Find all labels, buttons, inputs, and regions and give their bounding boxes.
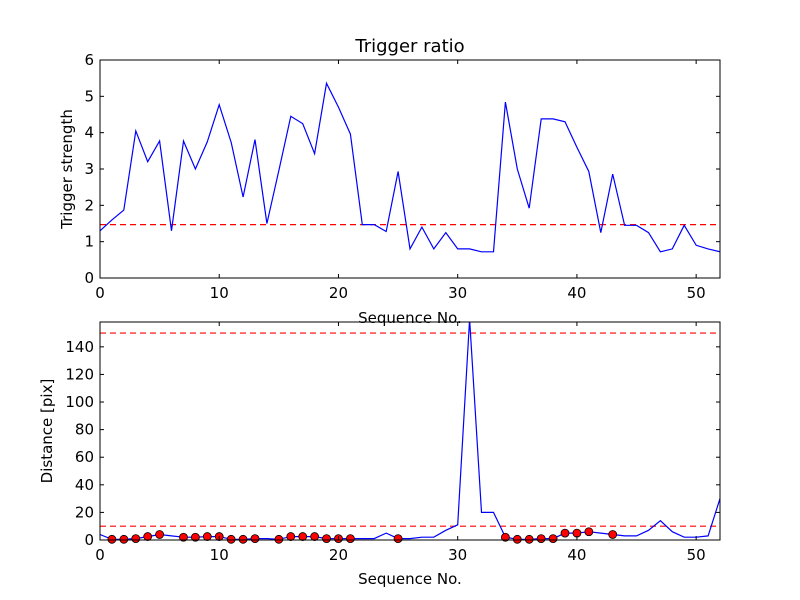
y-tick-label: 80 bbox=[75, 421, 94, 439]
data-point bbox=[310, 532, 320, 541]
x-axis-label: Sequence No. bbox=[358, 309, 462, 327]
y-tick-label: 20 bbox=[75, 503, 94, 521]
x-axis-label: Sequence No. bbox=[358, 570, 462, 588]
data-point bbox=[286, 532, 296, 541]
data-point bbox=[143, 532, 153, 541]
chart-title: Trigger ratio bbox=[354, 36, 464, 57]
y-tick-label: 60 bbox=[75, 448, 94, 466]
data-point bbox=[536, 534, 546, 544]
x-tick-label: 30 bbox=[448, 546, 467, 564]
data-point bbox=[560, 528, 570, 538]
data-point bbox=[250, 534, 260, 544]
data-point bbox=[608, 530, 618, 539]
x-tick-label: 20 bbox=[329, 546, 348, 564]
y-tick-label: 120 bbox=[65, 365, 94, 383]
y-axis-label: Distance [pix] bbox=[38, 379, 56, 484]
x-tick-label: 20 bbox=[329, 284, 348, 302]
series-line bbox=[100, 81, 720, 253]
x-tick-label: 0 bbox=[95, 546, 105, 564]
data-point bbox=[131, 534, 141, 544]
data-point bbox=[500, 532, 510, 542]
y-tick-label: 0 bbox=[84, 269, 94, 287]
data-point bbox=[274, 534, 284, 544]
y-tick-label: 3 bbox=[84, 160, 94, 178]
data-point bbox=[119, 534, 129, 544]
y-tick-label: 40 bbox=[75, 476, 94, 494]
data-point bbox=[226, 534, 236, 544]
y-tick-label: 100 bbox=[65, 393, 94, 411]
data-point bbox=[345, 534, 355, 544]
x-tick-label: 40 bbox=[567, 546, 586, 564]
plot-frame bbox=[99, 321, 721, 541]
y-tick-label: 140 bbox=[65, 338, 94, 356]
data-point bbox=[155, 530, 165, 539]
y-tick-label: 5 bbox=[84, 87, 94, 105]
data-point bbox=[393, 534, 403, 544]
data-point bbox=[202, 532, 212, 541]
data-point bbox=[548, 534, 558, 544]
data-point bbox=[190, 532, 200, 542]
y-tick-label: 1 bbox=[84, 233, 94, 251]
data-point bbox=[512, 534, 522, 544]
x-tick-label: 0 bbox=[95, 284, 105, 302]
x-tick-label: 50 bbox=[687, 546, 706, 564]
data-point bbox=[524, 534, 534, 544]
data-point bbox=[322, 534, 331, 544]
data-point bbox=[107, 534, 117, 544]
y-tick-label: 2 bbox=[84, 196, 94, 214]
data-point bbox=[238, 534, 248, 544]
y-tick-label: 6 bbox=[84, 51, 94, 69]
x-tick-label: 50 bbox=[687, 284, 706, 302]
x-tick-label: 10 bbox=[210, 546, 229, 564]
y-axis-label: Trigger strength bbox=[58, 109, 76, 230]
y-tick-label: 4 bbox=[84, 124, 94, 142]
data-point bbox=[298, 532, 308, 541]
x-tick-label: 30 bbox=[448, 284, 467, 302]
data-point bbox=[179, 532, 188, 542]
data-point bbox=[584, 527, 594, 537]
data-point bbox=[572, 528, 582, 538]
y-tick-label: 0 bbox=[84, 531, 94, 549]
x-tick-label: 10 bbox=[210, 284, 229, 302]
distance-chart: Distance [pix] Sequence No. 0 10 20 30 40 50 0… bbox=[38, 321, 721, 588]
x-tick-label: 40 bbox=[567, 284, 586, 302]
